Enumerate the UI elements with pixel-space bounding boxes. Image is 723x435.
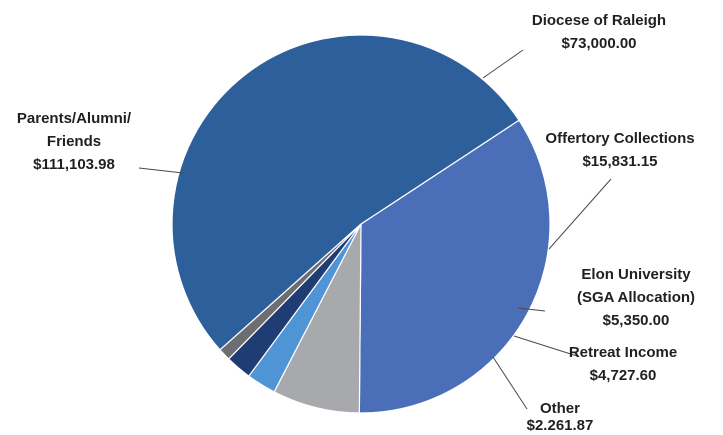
slice-label: $73,000.00 xyxy=(561,35,636,52)
slice-label: $15,831.15 xyxy=(582,153,657,170)
slice-label: Parents/Alumni/ xyxy=(17,110,132,127)
pie-slice xyxy=(171,34,520,351)
pie-slices xyxy=(171,34,551,414)
slice-label: Elon University xyxy=(581,266,691,283)
leader-line xyxy=(548,178,612,250)
slice-label: $2.261.87 xyxy=(527,417,594,434)
leader-line xyxy=(138,167,184,174)
slice-label: Diocese of Raleigh xyxy=(532,12,666,29)
slice-label: Other xyxy=(540,400,580,417)
leader-line xyxy=(482,49,524,79)
slice-label: $111,103.98 xyxy=(33,156,115,173)
slice-labels: Diocese of Raleigh $73,000.00 Offertory Co… xyxy=(17,12,695,434)
slice-label: Retreat Income xyxy=(569,344,677,361)
slice-label: Friends xyxy=(47,133,101,150)
leader-line xyxy=(513,335,578,357)
leader-line xyxy=(492,356,528,410)
leader-lines xyxy=(138,49,612,410)
slice-label: $5,350.00 xyxy=(603,312,670,329)
slice-label: (SGA Allocation) xyxy=(577,289,695,306)
slice-label: Offertory Collections xyxy=(545,130,694,147)
leader-line xyxy=(517,307,546,312)
slice-label: $4,727.60 xyxy=(590,367,657,384)
pie-slice xyxy=(358,119,551,414)
